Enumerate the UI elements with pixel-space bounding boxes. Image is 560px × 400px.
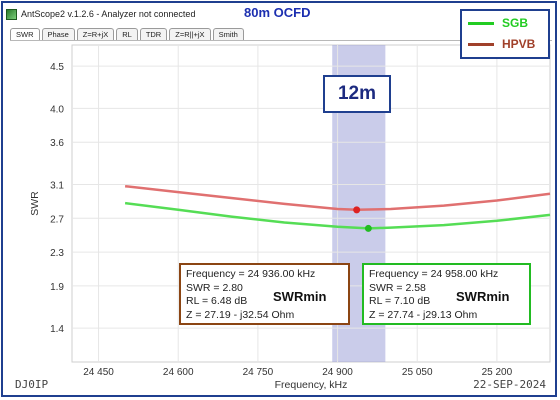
legend-label-hpvb: HPVB xyxy=(502,37,536,51)
y-tick-label: 2.3 xyxy=(50,248,64,259)
x-tick-label: 25 050 xyxy=(402,367,433,378)
x-tick-label: 24 600 xyxy=(163,367,194,378)
marker-info-hpvb: Frequency = 24 936.00 kHz SWR = 2.80 RL … xyxy=(179,263,350,325)
marker-rl: RL = 7.10 dB xyxy=(369,295,431,307)
legend-swatch-sgb xyxy=(468,21,494,25)
tab-tdr[interactable]: TDR xyxy=(139,28,168,41)
y-tick-label: 4.0 xyxy=(50,104,64,115)
x-tick-label: 24 750 xyxy=(243,367,274,378)
author-callsign: DJ0IP xyxy=(15,378,49,391)
marker-tag: SWRmin xyxy=(456,289,510,304)
legend-item-hpvb: HPVB xyxy=(468,37,535,51)
y-tick-label: 3.6 xyxy=(50,138,64,149)
marker-point-0 xyxy=(353,206,361,214)
y-tick-label: 1.4 xyxy=(50,324,64,335)
series-line-0 xyxy=(124,184,551,212)
window-titlebar: AntScope2 v.1.2.6 - Analyzer not connect… xyxy=(6,6,195,22)
tab-smith[interactable]: Smith xyxy=(212,28,244,41)
series-line-1 xyxy=(124,201,551,230)
x-tick-label: 24 900 xyxy=(322,367,353,378)
y-tick-label: 1.9 xyxy=(50,282,64,293)
tab-divider xyxy=(10,40,552,41)
tab-parallel-impedance[interactable]: Z=R||+jX xyxy=(169,28,211,41)
tab-phase[interactable]: Phase xyxy=(41,28,75,41)
marker-info-sgb: Frequency = 24 958.00 kHz SWR = 2.58 RL … xyxy=(362,263,531,325)
x-axis-label: Frequency, kHz xyxy=(275,379,348,391)
y-tick-label: 4.5 xyxy=(50,62,64,73)
y-tick-label: 3.1 xyxy=(50,180,64,191)
marker-impedance: Z = 27.19 - j32.54 Ohm xyxy=(186,308,295,321)
marker-swr: SWR = 2.80 xyxy=(186,281,243,294)
legend-label-sgb: SGB xyxy=(502,16,529,30)
tab-bar: SWR Phase Z=R+jX RL TDR Z=R||+jX Smith xyxy=(10,28,244,41)
capture-date: 22-SEP-2024 xyxy=(473,378,546,391)
x-tick-label: 24 450 xyxy=(83,367,114,378)
marker-tag: SWRmin xyxy=(273,289,327,304)
legend-box: SGB HPVB xyxy=(460,9,550,59)
legend-swatch-hpvb xyxy=(468,42,494,46)
band-callout: 12m xyxy=(323,75,391,113)
marker-rl: RL = 6.48 dB xyxy=(186,295,248,307)
tab-swr[interactable]: SWR xyxy=(10,28,40,41)
tab-impedance[interactable]: Z=R+jX xyxy=(76,28,115,41)
window-title: AntScope2 v.1.2.6 - Analyzer not connect… xyxy=(21,9,196,19)
marker-frequency: Frequency = 24 936.00 kHz xyxy=(186,268,316,280)
app-icon xyxy=(6,8,17,20)
x-tick-label: 25 200 xyxy=(482,367,513,378)
tab-rl[interactable]: RL xyxy=(116,28,138,41)
y-tick-label: 2.7 xyxy=(50,214,64,225)
marker-point-1 xyxy=(364,224,372,232)
marker-impedance: Z = 27.74 - j29.13 Ohm xyxy=(369,308,478,321)
y-axis-label: SWR xyxy=(29,191,41,216)
marker-swr: SWR = 2.58 xyxy=(369,281,426,294)
antenna-title: 80m OCFD xyxy=(244,5,311,20)
marker-frequency: Frequency = 24 958.00 kHz xyxy=(369,268,499,280)
legend-item-sgb: SGB xyxy=(468,16,528,30)
